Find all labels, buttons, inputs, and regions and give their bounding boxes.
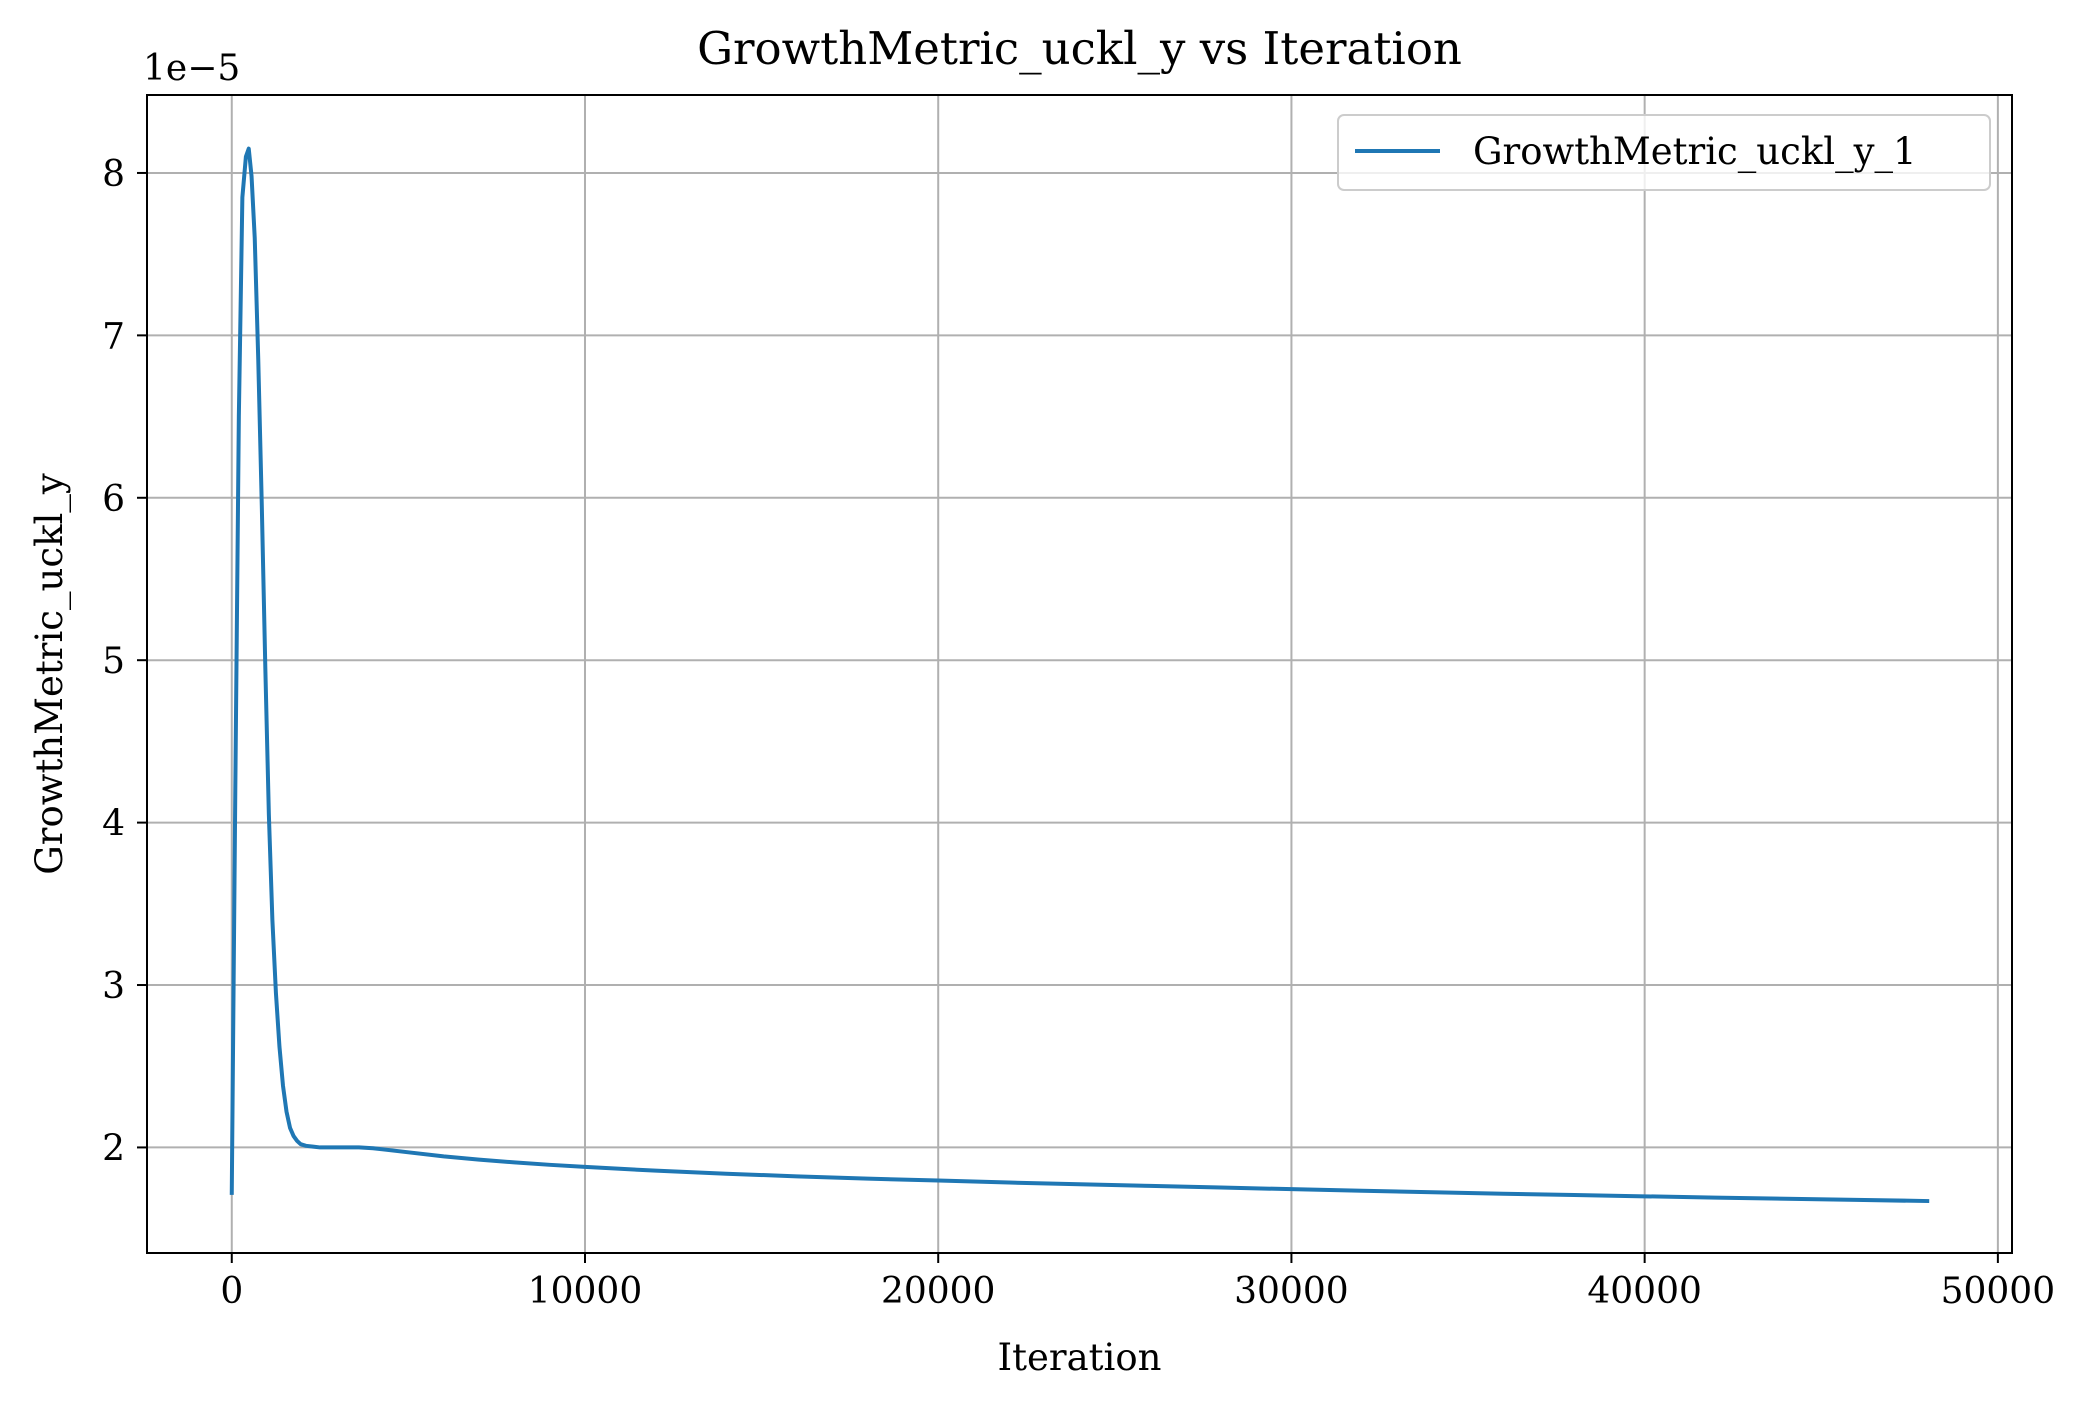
y-axis-label: GrowthMetric_uckl_y [28, 473, 72, 875]
x-tick-label: 50000 [1941, 1271, 2056, 1312]
series-line [229, 146, 1930, 1204]
legend-box [1337, 114, 1991, 191]
y-axis-offset-label: 1e−5 [143, 48, 240, 89]
y-tick-label: 4 [102, 804, 125, 845]
legend-label: GrowthMetric_uckl_y_1 [1473, 130, 1917, 174]
y-tick-label: 5 [102, 641, 125, 682]
x-tick-label: 20000 [881, 1271, 996, 1312]
grid [147, 95, 2012, 1253]
plot-frame [146, 94, 2013, 1254]
y-tick-label: 8 [102, 154, 125, 195]
x-tick-label: 0 [220, 1271, 243, 1312]
x-tick-label: 30000 [1234, 1271, 1349, 1312]
plot-area [147, 95, 2012, 1253]
x-tick-label: 40000 [1587, 1271, 1702, 1312]
y-tick-label: 2 [102, 1128, 125, 1169]
legend: GrowthMetric_uckl_y_1 [1337, 114, 1991, 191]
y-tick-label: 7 [102, 316, 125, 357]
y-tick-label: 3 [102, 966, 125, 1007]
ticks: 0 10000 20000 30000 40000 50000 2 3 4 5 6 7 8 [102, 154, 2055, 1312]
x-tick-label: 10000 [528, 1271, 643, 1312]
chart-title: GrowthMetric_uckl_y vs Iteration [697, 22, 1462, 75]
series-layer [229, 146, 1930, 1204]
x-axis-label: Iteration [998, 1336, 1162, 1379]
y-tick-label: 6 [102, 479, 125, 520]
